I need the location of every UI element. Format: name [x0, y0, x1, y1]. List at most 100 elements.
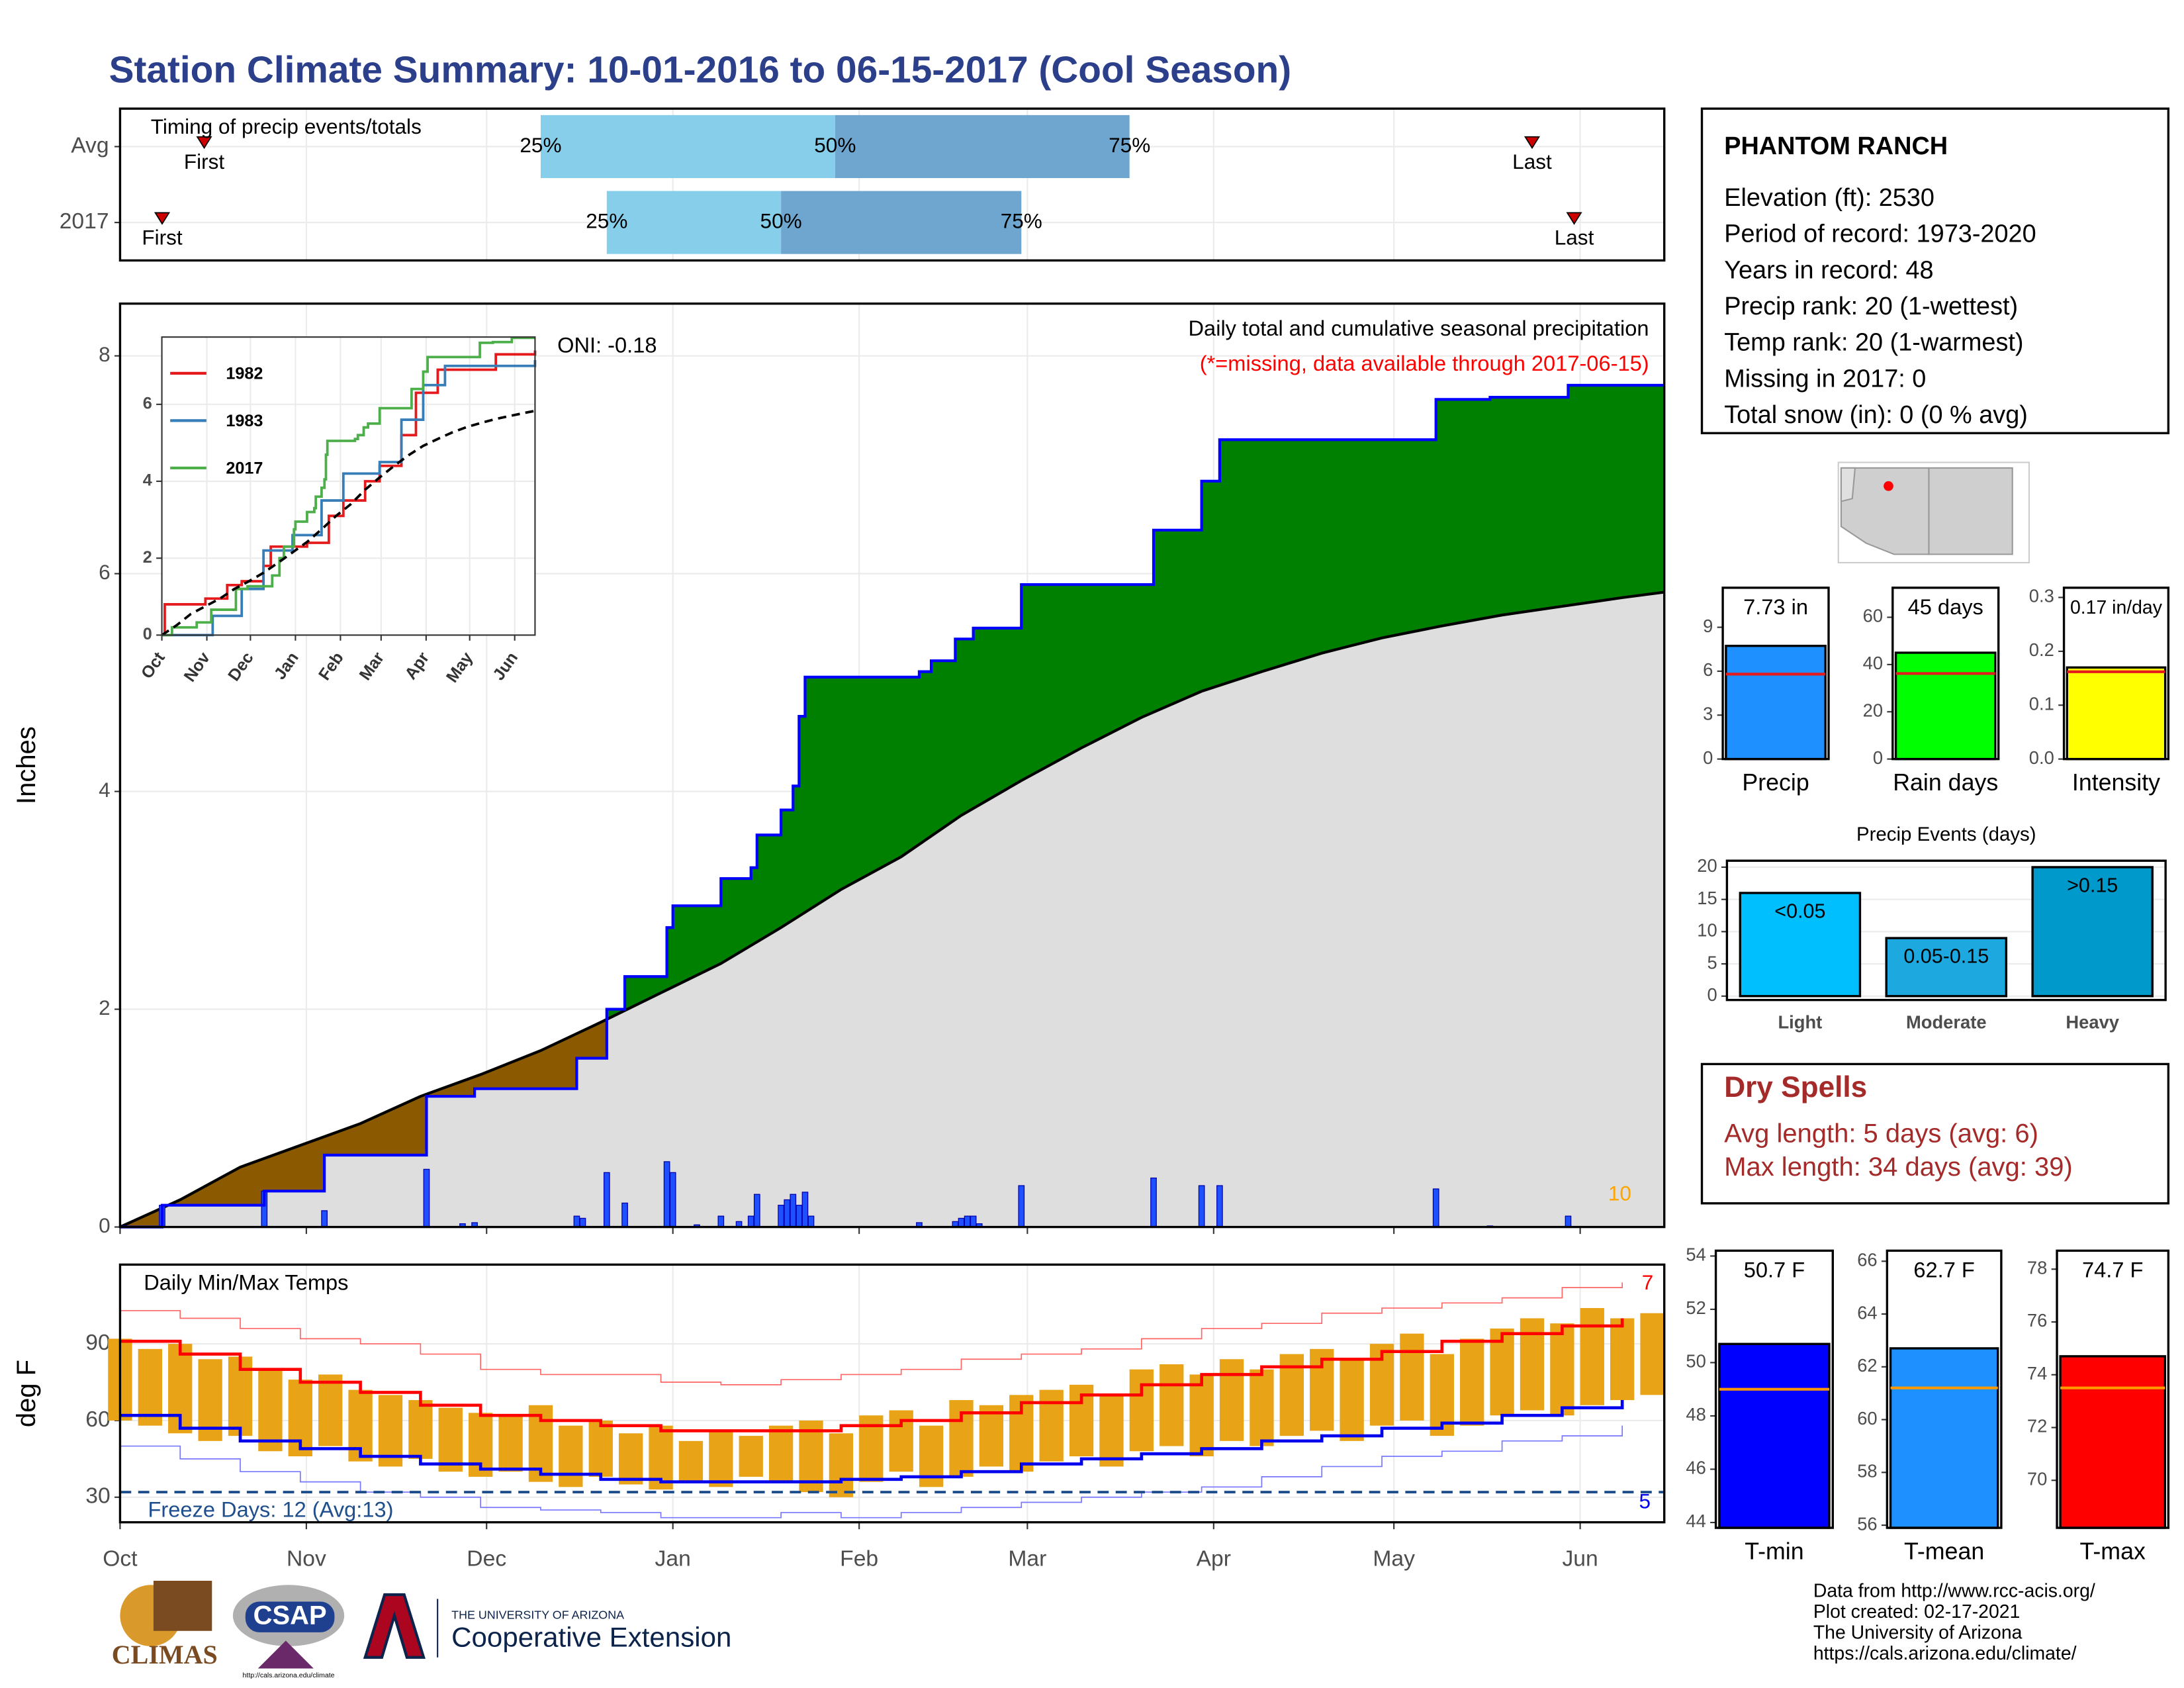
y-tick-label: 46: [1686, 1458, 1706, 1478]
bar: [2031, 866, 2154, 998]
station-info: Elevation (ft): 2530 Period of record: 19…: [1724, 184, 2036, 429]
y-tick-label: 8: [99, 342, 111, 366]
daily-range: [1610, 1318, 1635, 1401]
daily-bar: [663, 1161, 670, 1228]
y-tick-label: 52: [1686, 1297, 1706, 1318]
daily-bar: [970, 1215, 977, 1228]
y-tick-label: 6: [1703, 659, 1713, 680]
percent-label: 75%: [1109, 133, 1150, 157]
panel-frame: [2056, 1249, 2170, 1529]
y-tick-label: 20: [1697, 855, 1717, 876]
daily-bar: [1198, 1185, 1205, 1228]
panel-frame: [1891, 586, 2000, 761]
station-line: Temp rank: 20 (1-warmest): [1724, 329, 2023, 357]
daily-range: [979, 1405, 1004, 1467]
y-tick-label: 2: [99, 996, 111, 1019]
daily-bar: [669, 1172, 676, 1228]
daily-range: [378, 1395, 403, 1467]
daily-range: [678, 1440, 704, 1482]
daily-bar: [1018, 1185, 1025, 1228]
value-label: 7.73 in: [1743, 594, 1808, 619]
station-line: Elevation (ft): 2530: [1724, 184, 1934, 212]
x-tick-label: Dec: [467, 1546, 506, 1571]
daily-bar: [753, 1194, 760, 1228]
daily-range: [438, 1407, 463, 1472]
daily-bar: [790, 1194, 797, 1228]
inset-bg: [161, 337, 535, 635]
bar: [1739, 892, 1862, 998]
locator-map: [1837, 461, 2030, 564]
y-tick-label: 0: [143, 625, 152, 643]
csap-text: CSAP: [253, 1601, 327, 1630]
daily-range: [1039, 1389, 1064, 1462]
late-bar: [781, 191, 1022, 254]
event-label: Last: [1555, 226, 1594, 250]
daily-range: [799, 1420, 823, 1493]
value-label: 50.7 F: [1744, 1258, 1805, 1282]
y-tick-label: 62: [1857, 1355, 1877, 1376]
panel-title: Timing of precip events/totals: [151, 115, 422, 138]
value-label: 45 days: [1908, 594, 1983, 619]
bar: [2059, 1355, 2166, 1529]
chart-subtitle: (*=missing, data available through 2017-…: [1200, 351, 1649, 375]
row-label: 2017: [60, 209, 109, 234]
station-line: Years in record: 48: [1724, 256, 1933, 284]
bar-title: Intensity: [2072, 769, 2160, 796]
daily-range: [318, 1374, 343, 1446]
bar: [1718, 1342, 1831, 1529]
y-tick-label: 40: [1863, 653, 1883, 673]
station-box: [1700, 107, 2170, 435]
legend-label: 1983: [226, 412, 263, 430]
daily-bar: [621, 1202, 628, 1228]
y-tick-label: 50: [1686, 1351, 1706, 1372]
y-tick-label: 0: [1703, 747, 1713, 768]
csap-logo: CSAP http://cals.arizona.edu/climate: [232, 1585, 345, 1679]
percent-label: 25%: [520, 133, 561, 157]
event-label: Last: [1512, 150, 1552, 173]
average-line: [119, 590, 1664, 1229]
bar: [1885, 937, 2008, 998]
y-tick-label: 30: [85, 1484, 110, 1509]
x-tick-label: Jun: [1562, 1546, 1598, 1571]
y-tick-label: 60: [1863, 606, 1883, 626]
daily-range: [1580, 1308, 1604, 1405]
y-tick-label: 48: [1686, 1404, 1706, 1425]
logo-shape: [257, 1640, 314, 1669]
daily-range: [618, 1433, 643, 1485]
bar: [2066, 666, 2167, 761]
normal-max-line: [120, 1318, 1624, 1432]
y-tick-label: 9: [1703, 616, 1713, 636]
late-bar: [835, 115, 1130, 179]
chart-title: Daily Min/Max Temps: [144, 1270, 348, 1294]
y-tick-label: 60: [1857, 1408, 1877, 1429]
oni-label: ONI: -0.18: [557, 332, 657, 357]
y-tick-label: 44: [1686, 1511, 1706, 1531]
daily-range: [1460, 1338, 1484, 1426]
y-tick-label: 0: [99, 1213, 111, 1237]
series-line: [161, 360, 537, 637]
event-marker: [154, 212, 171, 225]
bar-title: T-max: [2080, 1538, 2146, 1564]
page-title: Station Climate Summary: 10-01-2016 to 0…: [109, 49, 1292, 91]
dry-spells-line: Max length: 34 days (avg: 39): [1724, 1152, 2073, 1182]
row-label: Avg: [71, 133, 109, 158]
dry-spells-box: [1700, 1062, 2170, 1205]
station-line: Period of record: 1973-2020: [1724, 220, 2036, 248]
station-line: Precip rank: 20 (1-wettest): [1724, 293, 2018, 320]
daily-range: [768, 1425, 794, 1482]
chart-title: Daily total and cumulative seasonal prec…: [1189, 316, 1649, 340]
y-tick-label: 0: [1873, 747, 1883, 768]
y-tick-label: 5: [1707, 952, 1717, 972]
bar-title: T-mean: [1904, 1538, 1984, 1564]
y-tick-label: 0.0: [2029, 747, 2054, 768]
event-label: First: [184, 150, 225, 173]
logo-shape: [363, 1593, 426, 1659]
daily-bar: [1565, 1215, 1572, 1228]
y-tick-label: 56: [1857, 1513, 1877, 1534]
record-high-line: [120, 1282, 1623, 1385]
record-high-count: 7: [1642, 1270, 1654, 1294]
ua-logo: THE UNIVERSITY OF ARIZONA Cooperative Ex…: [363, 1593, 731, 1659]
y-tick-label: 20: [1863, 700, 1883, 720]
panel-frame: [1721, 586, 1830, 761]
daily-bar: [807, 1215, 815, 1228]
